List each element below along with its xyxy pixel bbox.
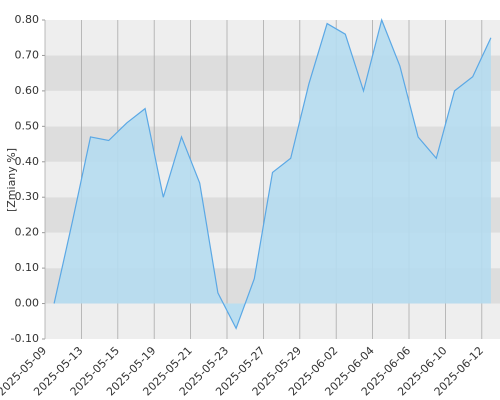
y-axis-label: [Zmiany %] — [5, 148, 18, 212]
y-tick-label: 0.00 — [15, 297, 40, 310]
y-tick-label: 0.50 — [15, 119, 40, 132]
y-tick-label: 0.10 — [15, 261, 40, 274]
band — [45, 55, 500, 91]
band — [45, 20, 500, 56]
band — [45, 303, 500, 339]
y-tick-label: 0.70 — [15, 48, 40, 61]
y-tick-label: 0.20 — [15, 226, 40, 239]
y-tick-label: -0.10 — [11, 332, 39, 345]
line — [53, 18, 492, 330]
y-tick-label: 0.40 — [15, 155, 40, 168]
y-tick-label: 0.80 — [15, 13, 40, 26]
y-tick-label: 0.30 — [15, 190, 40, 203]
band — [45, 90, 500, 127]
y-tick-label: 0.60 — [15, 84, 40, 97]
